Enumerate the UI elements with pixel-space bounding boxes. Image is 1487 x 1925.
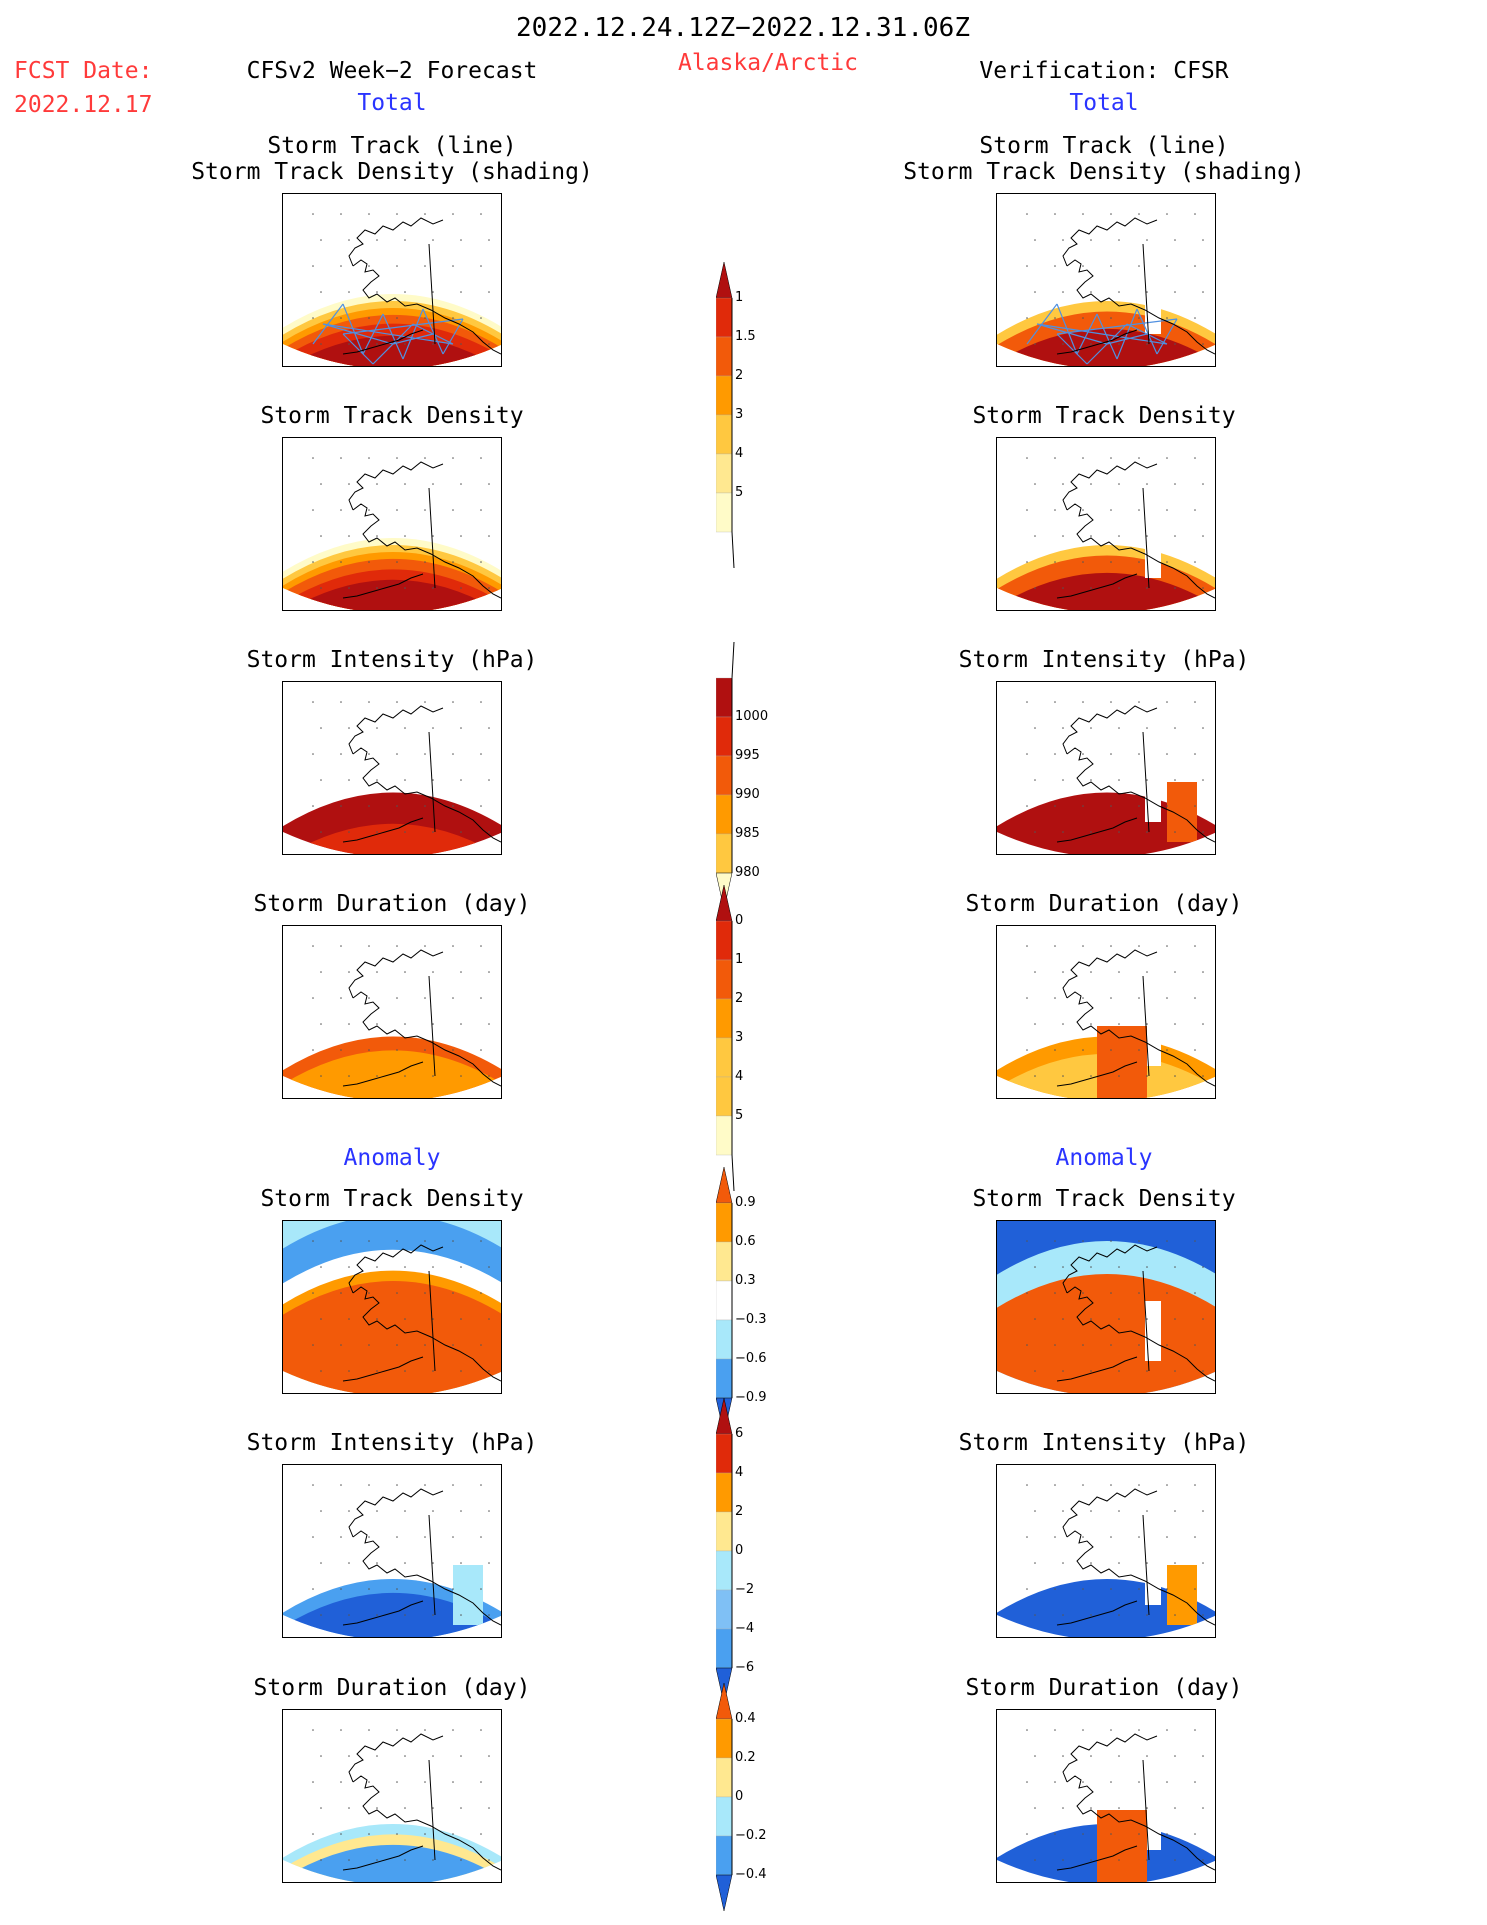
colorbar-anom-density: 0.9 0.6 0.3 −0.3 −0.6 −0.9 [715,1166,796,1438]
right-anom-density-title: Storm Track Density [972,1186,1236,1212]
date-range-title: 2022.12.24.12Z−2022.12.31.06Z [516,13,970,43]
fcst-date-value: 2022.12.17 [14,92,153,118]
colorbar-tick-label: 0.6 [735,1234,756,1249]
left-anom-intensity-title: Storm Intensity (hPa) [246,1430,538,1456]
map-left-track-density [282,193,502,367]
left-anom-duration-title: Storm Duration (day) [253,1675,531,1701]
colorbar-tick-label: −2 [735,1582,755,1597]
left-track-line-title: Storm Track (line) [267,133,517,159]
colorbar-intensity: 1000 995 990 985 980 [715,641,796,913]
colorbar-anom-intensity: 6 4 2 0 −2 −4 −6 [715,1397,796,1708]
colorbar-tick-label: −0.2 [735,1828,767,1843]
colorbar-tick-label: 1 [735,952,744,967]
colorbar-tick-label: 0 [735,1789,744,1804]
colorbar-tick-label: −0.9 [735,1390,767,1405]
colorbar-tick-label: 4 [735,446,744,461]
left-track-shading-title: Storm Track Density (shading) [191,159,593,185]
colorbar-anom-duration: 0.4 0.2 0 −0.2 −0.4 [715,1682,796,1915]
colorbar-tick-label: 5 [735,1108,744,1123]
verification-title: Verification: CFSR [979,58,1229,84]
map-left-anom-density [282,1220,502,1394]
left-anomaly-label: Anomaly [343,1145,441,1171]
right-anomaly-label: Anomaly [1055,1145,1153,1171]
map-right-density [996,437,1216,611]
left-density-title: Storm Track Density [260,403,524,429]
map-left-density [282,437,502,611]
colorbar-tick-label: 1000 [735,709,769,724]
colorbar-tick-label: 3 [735,407,744,422]
map-right-track-density [996,193,1216,367]
map-right-intensity [996,681,1216,855]
colorbar-tick-label: 1 [735,290,744,305]
colorbar-tick-label: 990 [735,787,760,802]
map-right-anom-density [996,1220,1216,1394]
colorbar-duration: 0 1 2 3 4 5 [715,884,796,1195]
left-intensity-title: Storm Intensity (hPa) [246,647,538,673]
colorbar-tick-label: 2 [735,991,744,1006]
forecast-title: CFSv2 Week−2 Forecast [246,58,538,84]
colorbar-tick-label: 0 [735,1543,744,1558]
colorbar-tick-label: −0.6 [735,1351,767,1366]
colorbar-tick-label: 0.2 [735,1750,756,1765]
colorbar-tick-label: 995 [735,748,760,763]
left-duration-title: Storm Duration (day) [253,891,531,917]
map-right-duration [996,925,1216,1099]
colorbar-tick-label: 4 [735,1465,744,1480]
colorbar-tick-label: 0.9 [735,1195,756,1210]
colorbar-tick-label: 985 [735,826,760,841]
colorbar-tick-label: −6 [735,1660,755,1675]
fcst-date-label: FCST Date: [14,58,153,84]
map-left-duration [282,925,502,1099]
region-title: Alaska/Arctic [677,50,859,76]
colorbar-tick-label: 4 [735,1069,744,1084]
colorbar-tick-label: 5 [735,485,744,500]
right-anom-duration-title: Storm Duration (day) [965,1675,1243,1701]
map-right-anom-intensity [996,1464,1216,1638]
map-right-anom-duration [996,1709,1216,1883]
total-label-left: Total [357,90,427,116]
map-left-anom-intensity [282,1464,502,1638]
colorbar-tick-label: 2 [735,368,744,383]
map-left-anom-duration [282,1709,502,1883]
colorbar-density: 1 1.5 2 3 4 5 [715,261,796,572]
colorbar-tick-label: 980 [735,865,760,880]
right-anom-intensity-title: Storm Intensity (hPa) [958,1430,1250,1456]
colorbar-tick-label: 6 [735,1426,744,1441]
colorbar-tick-label: −0.3 [735,1312,767,1327]
colorbar-tick-label: 2 [735,1504,744,1519]
colorbar-tick-label: −0.4 [735,1867,767,1882]
total-label-right: Total [1069,90,1139,116]
colorbar-tick-label: 0.3 [735,1273,756,1288]
colorbar-tick-label: 3 [735,1030,744,1045]
colorbar-tick-label: −4 [735,1621,755,1636]
right-density-title: Storm Track Density [972,403,1236,429]
right-intensity-title: Storm Intensity (hPa) [958,647,1250,673]
right-track-shading-title: Storm Track Density (shading) [903,159,1305,185]
left-anom-density-title: Storm Track Density [260,1186,524,1212]
colorbar-tick-label: 0 [735,913,744,928]
colorbar-tick-label: 1.5 [735,329,756,344]
map-left-intensity [282,681,502,855]
right-duration-title: Storm Duration (day) [965,891,1243,917]
right-track-line-title: Storm Track (line) [979,133,1229,159]
colorbar-tick-label: 0.4 [735,1711,756,1726]
